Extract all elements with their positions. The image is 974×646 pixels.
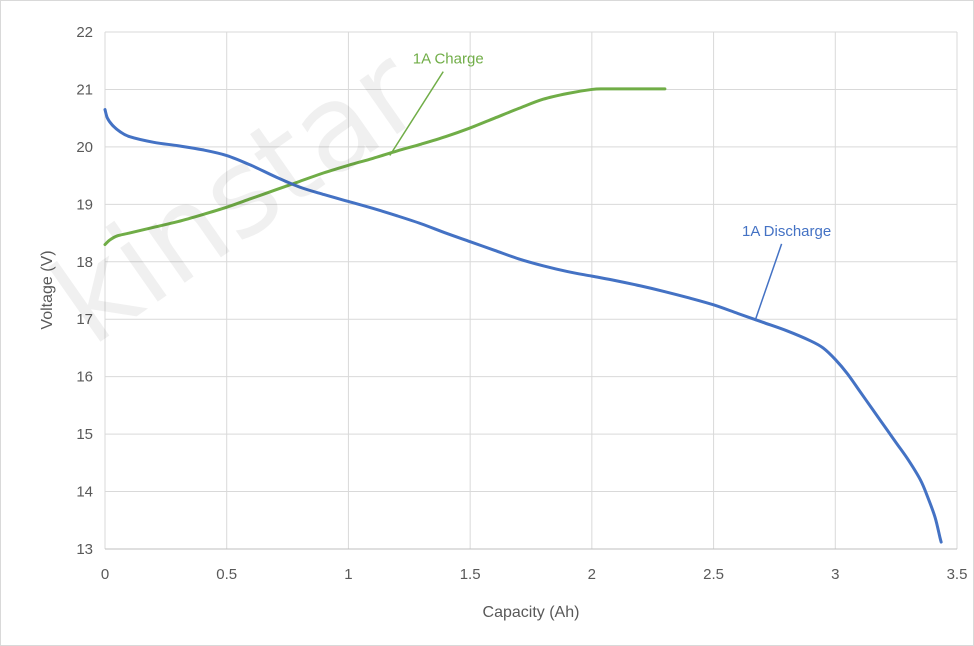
annotation-label-1: 1A Discharge xyxy=(742,223,831,240)
y-tick-label: 20 xyxy=(76,139,93,156)
grid xyxy=(104,31,958,550)
series xyxy=(103,87,943,544)
y-tick-label: 21 xyxy=(76,81,93,98)
y-tick-label: 14 xyxy=(76,484,93,501)
y-tick-label: 15 xyxy=(76,426,93,443)
y-tick-label: 18 xyxy=(76,254,93,271)
tick-labels: 13 14 15 16 17 18 19 20 21 22 0 0.5 1 1.5 2 2.5 3 3.5 xyxy=(76,24,967,583)
y-axis-title: Voltage (V) xyxy=(39,250,56,329)
x-tick-label: 2 xyxy=(588,566,596,583)
x-tick-label: 3.5 xyxy=(947,566,968,583)
y-tick-label: 16 xyxy=(76,369,93,386)
x-tick-label: 1 xyxy=(344,566,352,583)
x-axis-title: Capacity (Ah) xyxy=(483,604,580,621)
x-tick-label: 2.5 xyxy=(703,566,724,583)
x-tick-label: 0.5 xyxy=(216,566,237,583)
annotation-leader-1 xyxy=(754,243,783,322)
series-line-discharge xyxy=(103,108,943,544)
x-tick-label: 1.5 xyxy=(460,566,481,583)
annotation-label-0: 1A Charge xyxy=(413,51,484,68)
y-tick-label: 19 xyxy=(76,196,93,213)
annotations: 1A Charge 1A Discharge xyxy=(389,51,831,322)
x-tick-label: 3 xyxy=(831,566,839,583)
annotation-leader-0 xyxy=(389,71,444,156)
series-line-charge xyxy=(103,87,667,247)
x-tick-label: 0 xyxy=(101,566,109,583)
y-tick-label: 13 xyxy=(76,541,93,558)
y-tick-label: 17 xyxy=(76,311,93,328)
y-tick-label: 22 xyxy=(76,24,93,41)
